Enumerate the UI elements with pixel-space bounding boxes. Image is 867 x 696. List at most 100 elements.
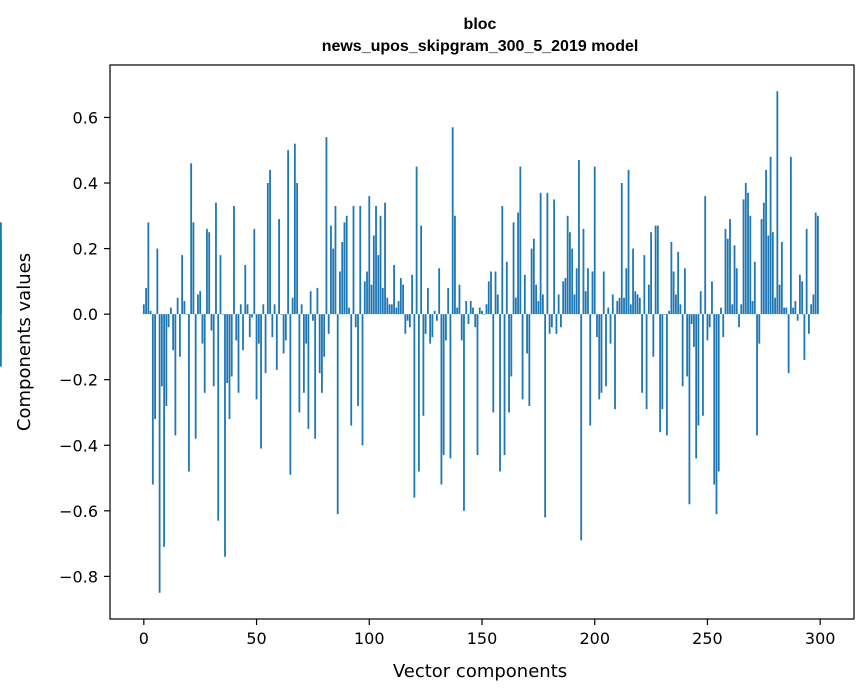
bar-13 <box>172 314 175 351</box>
bar-30 <box>210 314 213 331</box>
bar-216 <box>629 304 632 315</box>
bar-129 <box>433 310 436 315</box>
bar-295 <box>808 314 810 334</box>
bar-152 <box>485 304 488 315</box>
bar-24 <box>197 294 199 315</box>
bar-228 <box>656 225 659 315</box>
bar-291 <box>798 274 801 315</box>
bar-243 <box>690 314 693 324</box>
bar-50 <box>255 314 258 400</box>
bar-106 <box>381 287 384 315</box>
bar-204 <box>602 271 605 315</box>
bar-260 <box>729 219 731 315</box>
bar-177 <box>541 294 544 315</box>
bar-141 <box>460 314 463 341</box>
bar-37 <box>226 314 229 383</box>
bar-144 <box>467 314 470 324</box>
bar-275 <box>762 202 765 315</box>
bar-219 <box>636 294 639 315</box>
bar-188 <box>566 215 569 315</box>
bar-undefined <box>0 310 2 315</box>
bar-288 <box>792 307 795 315</box>
bar-142 <box>463 314 465 511</box>
bar-113 <box>397 301 400 315</box>
bar-54 <box>264 314 267 374</box>
bar-277 <box>767 235 770 315</box>
bar-134 <box>445 314 447 341</box>
bar-238 <box>679 304 682 315</box>
bar-81 <box>325 137 328 315</box>
bar-245 <box>695 314 698 459</box>
bar-263 <box>735 268 738 315</box>
y-tick-label: −0.8 <box>59 567 98 586</box>
bar-157 <box>496 294 499 315</box>
bar-148 <box>476 314 479 456</box>
bar-218 <box>634 291 637 315</box>
bar-285 <box>785 307 788 315</box>
bar-214 <box>625 268 628 315</box>
bar-36 <box>224 314 226 557</box>
bar-7 <box>158 314 161 593</box>
bar-151 <box>483 314 486 315</box>
bar-55 <box>266 183 269 315</box>
bar-83 <box>330 225 332 315</box>
bar-167 <box>519 166 522 315</box>
bar-127 <box>429 314 432 344</box>
bar-223 <box>645 314 648 410</box>
bar-168 <box>521 314 524 400</box>
bar-31 <box>212 314 215 387</box>
bar-205 <box>605 314 607 387</box>
bar-261 <box>731 304 734 315</box>
bar-43 <box>239 304 242 315</box>
bar-23 <box>194 314 197 439</box>
bar-287 <box>789 156 792 315</box>
bar-133 <box>442 314 445 456</box>
bar-136 <box>449 314 452 459</box>
bar-296 <box>810 304 813 315</box>
bar-33 <box>217 314 220 521</box>
bar-109 <box>388 304 391 315</box>
bar-121 <box>415 166 418 315</box>
bar-11 <box>167 314 170 328</box>
bar-98 <box>363 281 366 315</box>
bar-75 <box>312 314 314 321</box>
bar-44 <box>242 314 244 351</box>
bar-186 <box>562 281 565 315</box>
bar-203 <box>600 314 603 393</box>
bar-286 <box>787 314 790 374</box>
bar-111 <box>393 264 395 315</box>
bar-5 <box>154 314 156 420</box>
y-tick-label: −0.4 <box>59 436 98 455</box>
bar-272 <box>756 314 758 436</box>
bar-252 <box>711 281 713 315</box>
bar-259 <box>726 238 729 315</box>
bar-95 <box>357 314 359 406</box>
bar-97 <box>361 314 364 446</box>
bar-180 <box>548 314 551 334</box>
bar-283 <box>780 242 783 315</box>
bar-192 <box>575 268 578 315</box>
bar-264 <box>738 314 740 328</box>
bar-240 <box>684 268 686 315</box>
bar-231 <box>663 314 666 315</box>
bar-47 <box>248 314 251 338</box>
bar-242 <box>688 314 691 505</box>
bar-258 <box>724 228 727 315</box>
bar-29 <box>208 232 211 315</box>
bar-191 <box>573 294 576 315</box>
bar-175 <box>537 301 540 315</box>
bar-171 <box>528 314 531 406</box>
bar-114 <box>399 278 402 315</box>
bar-132 <box>440 314 443 485</box>
bar-6 <box>156 248 159 315</box>
bar-292 <box>801 281 804 315</box>
bar-183 <box>555 314 558 334</box>
bar-122 <box>417 314 420 472</box>
bar-161 <box>505 261 508 315</box>
bar-166 <box>517 212 519 315</box>
bar-155 <box>492 314 495 413</box>
bar-69 <box>298 314 301 413</box>
bar-199 <box>591 271 594 315</box>
bar-59 <box>275 314 278 370</box>
bar-164 <box>512 222 515 315</box>
